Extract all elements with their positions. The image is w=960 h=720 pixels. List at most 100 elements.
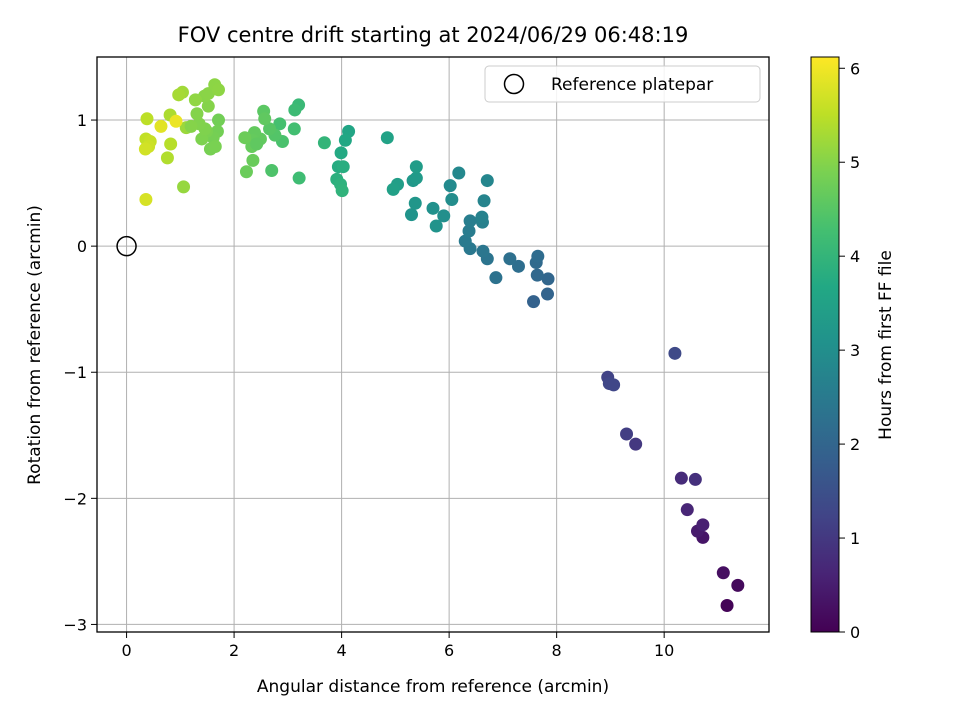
data-point — [426, 201, 440, 215]
colorbar-ticks: 0 1 2 3 4 5 6 — [839, 59, 860, 642]
data-point — [336, 160, 350, 174]
y-tick-label: −2 — [63, 489, 87, 508]
data-points — [138, 78, 745, 613]
data-point — [288, 103, 302, 117]
data-point — [239, 165, 253, 179]
x-tick-label: 2 — [229, 641, 239, 660]
data-point — [480, 174, 494, 188]
data-point — [246, 153, 260, 167]
data-point — [238, 131, 252, 145]
data-point — [380, 131, 394, 145]
legend: Reference platepar — [484, 65, 761, 103]
y-tick-label: −3 — [63, 615, 87, 634]
data-point — [335, 184, 349, 198]
data-point — [731, 578, 745, 592]
data-point — [140, 112, 154, 126]
y-axis-label: Rotation from reference (arcmin) — [25, 205, 45, 485]
data-point — [541, 272, 555, 286]
data-point — [696, 518, 710, 532]
data-point — [477, 194, 491, 208]
x-axis-ticks: 0 2 4 6 8 10 — [121, 632, 674, 660]
colorbar-tick-label: 1 — [850, 529, 860, 548]
x-tick-label: 10 — [654, 641, 674, 660]
data-point — [620, 427, 634, 441]
data-point — [720, 599, 734, 613]
data-point — [138, 142, 152, 156]
data-point — [273, 117, 287, 131]
data-point — [195, 132, 209, 146]
data-point — [250, 137, 264, 151]
data-point — [160, 151, 174, 165]
data-point — [334, 146, 348, 160]
data-point — [386, 182, 400, 196]
data-point — [338, 133, 352, 147]
data-point — [716, 566, 730, 580]
data-point — [188, 93, 202, 107]
legend-box — [484, 65, 761, 103]
colorbar-label: Hours from first FF file — [876, 250, 896, 440]
y-tick-label: 0 — [77, 237, 87, 256]
data-point — [463, 214, 477, 228]
data-point — [139, 192, 153, 206]
data-point — [688, 472, 702, 486]
colorbar — [810, 56, 840, 633]
data-point — [680, 503, 694, 517]
colorbar-tick-label: 4 — [850, 247, 860, 266]
colorbar-tick-label: 0 — [850, 623, 860, 642]
colorbar-tick-label: 2 — [850, 435, 860, 454]
data-point — [443, 179, 457, 193]
data-point — [409, 160, 423, 174]
data-point — [530, 268, 544, 282]
data-point — [211, 83, 225, 97]
legend-marker-circle — [503, 73, 525, 95]
x-axis-label: Angular distance from reference (arcmin) — [257, 677, 609, 697]
x-tick-label: 0 — [121, 641, 131, 660]
y-tick-label: −1 — [63, 363, 87, 382]
data-point — [201, 99, 215, 113]
data-point — [541, 287, 555, 301]
data-point — [629, 437, 643, 451]
data-point — [458, 234, 472, 248]
data-point — [409, 171, 423, 185]
data-point — [489, 271, 503, 285]
x-tick-label: 8 — [552, 641, 562, 660]
data-point — [527, 295, 541, 309]
y-tick-label: 1 — [77, 111, 87, 130]
data-point — [607, 378, 621, 392]
data-point — [287, 122, 301, 136]
reference-marker-group — [116, 235, 137, 257]
data-point — [154, 119, 168, 133]
data-point — [511, 259, 525, 273]
plot-frame — [96, 56, 770, 633]
data-point — [211, 113, 225, 127]
data-point — [531, 249, 545, 263]
data-point — [208, 140, 222, 154]
data-point — [462, 224, 476, 238]
data-point — [177, 180, 191, 194]
data-point — [184, 119, 198, 133]
data-point — [169, 114, 183, 128]
data-point — [164, 137, 178, 151]
data-point — [265, 163, 279, 177]
x-tick-label: 6 — [444, 641, 454, 660]
reference-platepar-marker — [116, 235, 137, 257]
data-point — [317, 136, 331, 150]
data-point — [258, 112, 272, 126]
colorbar-tick-label: 3 — [850, 341, 860, 360]
y-axis-ticks: −3 −2 −1 0 1 — [63, 111, 97, 634]
data-point — [475, 210, 489, 224]
data-point — [452, 166, 466, 180]
data-point — [445, 192, 459, 206]
data-point — [292, 171, 306, 185]
chart-title: FOV centre drift starting at 2024/06/29 … — [178, 23, 689, 47]
data-point — [674, 471, 688, 485]
data-point — [437, 209, 451, 223]
data-point — [263, 122, 277, 136]
legend-label: Reference platepar — [551, 75, 713, 95]
colorbar-tick-label: 6 — [850, 59, 860, 78]
data-point — [503, 252, 517, 266]
x-tick-label: 4 — [337, 641, 347, 660]
colorbar-tick-label: 5 — [850, 153, 860, 172]
data-point — [429, 219, 443, 233]
